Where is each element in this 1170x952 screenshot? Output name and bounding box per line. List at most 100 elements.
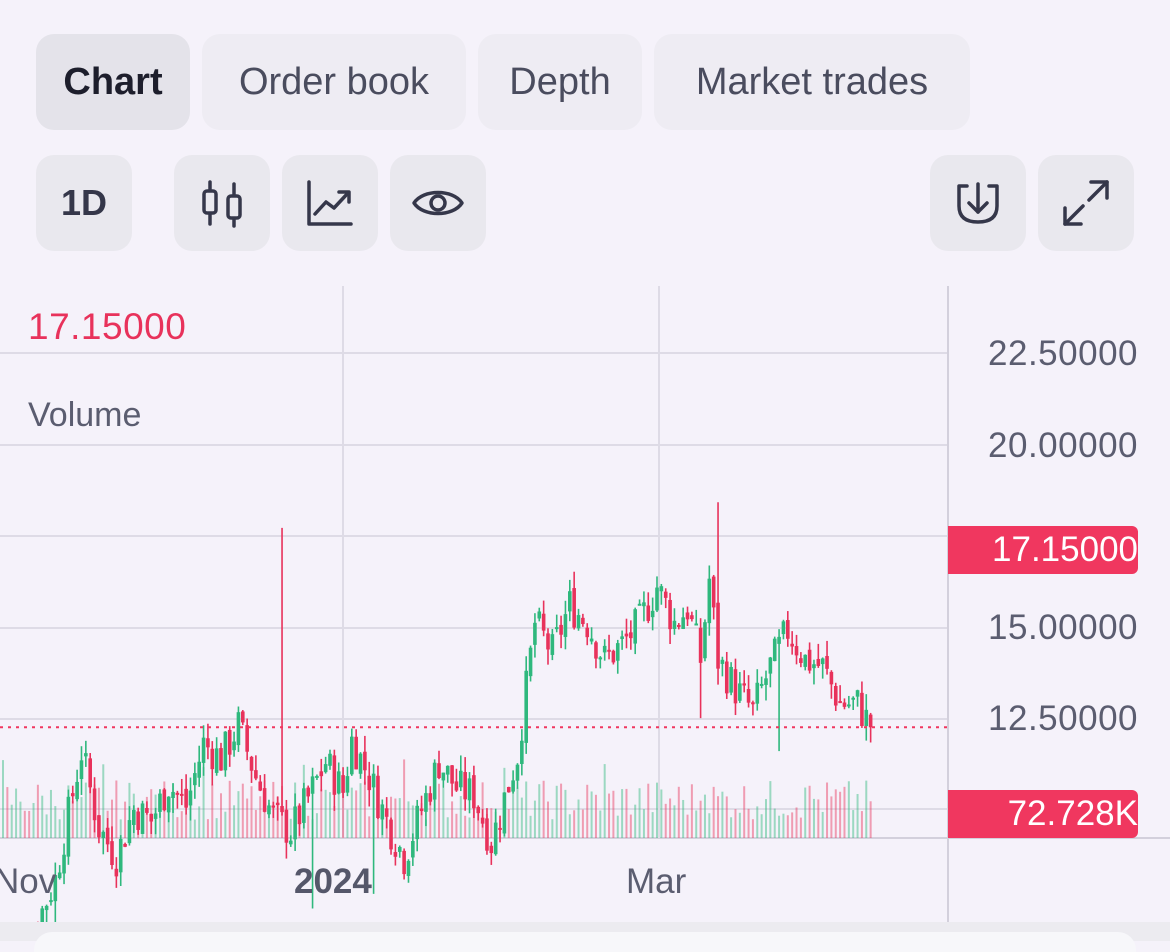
volume-bar	[695, 810, 698, 838]
volume-bar	[525, 781, 528, 838]
volume-bar	[71, 800, 74, 838]
candle-body	[341, 775, 345, 793]
candle-body	[786, 620, 790, 639]
candle-body	[450, 765, 454, 784]
volume-bar	[359, 783, 362, 838]
volume-bar	[795, 807, 798, 838]
volume-bar	[89, 785, 92, 838]
candle-body	[720, 659, 725, 664]
candle-body	[101, 831, 106, 838]
candle-body	[249, 756, 254, 771]
fullscreen-button[interactable]	[1038, 155, 1134, 251]
volume-bar	[477, 810, 480, 838]
volume-bar	[821, 811, 824, 838]
volume-bar	[224, 811, 227, 838]
candle-body	[629, 632, 633, 639]
volume-bar	[812, 798, 815, 838]
candle-body	[655, 587, 659, 611]
volume-bar	[363, 781, 366, 838]
x-axis-tick: 2024	[294, 862, 372, 901]
candle-body	[502, 792, 507, 834]
candle-body	[729, 666, 733, 693]
volume-bar	[760, 814, 763, 838]
volume-bar	[233, 805, 236, 838]
volume-bar	[581, 809, 584, 838]
candle-body	[842, 702, 847, 707]
candle-body	[123, 843, 127, 847]
candle-body	[768, 657, 773, 674]
candle-body	[860, 692, 864, 727]
volume-bar	[682, 799, 685, 838]
volume-bar	[577, 799, 580, 838]
candle-body	[585, 627, 590, 638]
volume-bar	[193, 819, 196, 838]
candle-body	[241, 711, 245, 723]
volume-bar	[429, 796, 432, 838]
volume-bar	[721, 791, 724, 838]
candle-body	[171, 791, 175, 799]
candle-body	[646, 605, 651, 621]
candle-body	[53, 875, 58, 902]
volume-bar	[843, 786, 846, 838]
price-chart[interactable]	[0, 286, 1170, 922]
volume-bar	[355, 790, 358, 838]
candle-body	[685, 612, 690, 620]
tab-depth[interactable]: Depth	[478, 34, 642, 130]
candle-body	[467, 778, 472, 801]
candle-body	[698, 627, 703, 663]
volume-bar	[420, 803, 423, 838]
candle-body	[201, 737, 206, 763]
volume-bar	[651, 812, 654, 838]
candle-body	[528, 647, 533, 677]
volume-bar	[791, 812, 794, 838]
volume-bar	[185, 813, 188, 838]
candle-body	[868, 714, 873, 728]
volume-bar	[23, 810, 26, 838]
volume-bar	[594, 794, 597, 838]
fullscreen-icon	[1063, 180, 1109, 226]
tab-chart[interactable]: Chart	[36, 34, 190, 130]
candle-body	[280, 806, 284, 813]
candle-body	[70, 793, 75, 797]
volume-bar	[407, 801, 410, 838]
candle-body	[624, 633, 629, 637]
candle-body	[437, 763, 441, 779]
download-button[interactable]	[930, 155, 1026, 251]
volume-bar	[176, 817, 179, 838]
volume-bar	[215, 818, 218, 838]
candle-body	[271, 805, 276, 808]
visibility-button[interactable]	[390, 155, 486, 251]
volume-bar	[538, 784, 541, 838]
volume-bar	[333, 805, 336, 838]
candle-body	[829, 671, 834, 685]
tab-order-book[interactable]: Order book	[202, 34, 466, 130]
x-axis-tick: Nov	[0, 862, 57, 901]
volume-bar	[612, 790, 615, 838]
candle-body	[275, 802, 280, 806]
candle-body	[354, 736, 358, 770]
candlestick-chart-svg[interactable]	[0, 286, 1170, 922]
volume-bar	[211, 784, 214, 838]
y-axis-tick: 22.50000	[988, 334, 1138, 373]
interval-button[interactable]: 1D	[36, 155, 132, 251]
volume-bar	[507, 809, 510, 838]
candle-body	[668, 599, 672, 630]
volume-bar	[2, 760, 4, 838]
candle-body	[515, 764, 520, 781]
indicators-button[interactable]	[282, 155, 378, 251]
volume-bar	[490, 808, 493, 838]
volume-bar	[411, 805, 414, 838]
candlestick-toggle-button[interactable]	[174, 155, 270, 251]
candle-body	[738, 683, 742, 701]
tab-market-trades[interactable]: Market trades	[654, 34, 970, 130]
volume-bar	[102, 764, 105, 838]
candle-body	[149, 813, 154, 822]
candle-body	[44, 905, 49, 911]
candle-body	[84, 753, 88, 757]
candle-body	[825, 656, 829, 669]
candle-body	[733, 669, 738, 704]
candle-body	[376, 775, 380, 819]
volume-bar	[669, 798, 672, 838]
volume-bar	[717, 796, 720, 838]
line-chart-icon	[307, 180, 353, 226]
